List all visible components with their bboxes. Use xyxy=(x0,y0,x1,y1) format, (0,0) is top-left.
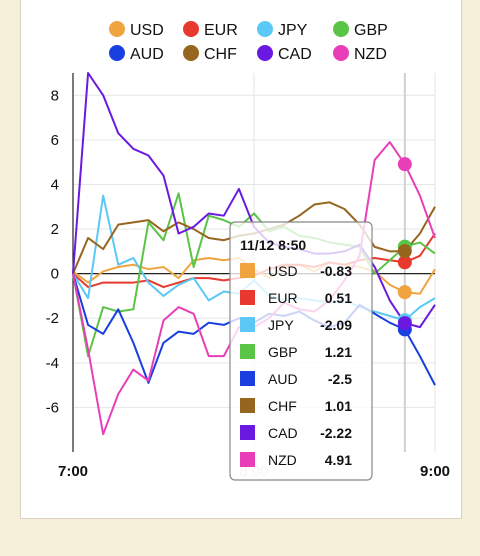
tooltip-label-nzd: NZD xyxy=(268,452,297,468)
legend-swatch-aud[interactable] xyxy=(109,45,125,61)
series-line-gbp xyxy=(72,192,436,358)
legend-label-jpy[interactable]: JPY xyxy=(278,22,308,39)
legend-swatch-jpy[interactable] xyxy=(257,21,273,37)
tooltip-swatch-cad xyxy=(240,425,255,440)
tooltip-value-nzd: 4.91 xyxy=(325,452,352,468)
currency-strength-chart[interactable]: USDEURJPYGBPAUDCHFCADNZD-6-4-2024687:008… xyxy=(21,0,461,518)
tooltip-label-jpy: JPY xyxy=(268,317,294,333)
tooltip-value-cad: -2.22 xyxy=(320,425,352,441)
chart-card: USDEURJPYGBPAUDCHFCADNZD-6-4-2024687:008… xyxy=(20,0,462,519)
legend-swatch-eur[interactable] xyxy=(183,21,199,37)
tooltip-label-eur: EUR xyxy=(268,290,298,306)
y-tick-label: -2 xyxy=(46,310,59,327)
legend-label-nzd[interactable]: NZD xyxy=(354,46,387,63)
y-tick-label: 4 xyxy=(51,176,59,193)
y-tick-label: 2 xyxy=(51,221,59,238)
tooltip-swatch-chf xyxy=(240,398,255,413)
legend-swatch-gbp[interactable] xyxy=(333,21,349,37)
highlight-marker-cad[interactable] xyxy=(397,316,412,331)
legend-label-chf[interactable]: CHF xyxy=(204,46,237,63)
tooltip-label-usd: USD xyxy=(268,263,298,279)
x-tick-label: 9:00 xyxy=(420,463,450,480)
legend-label-eur[interactable]: EUR xyxy=(204,22,238,39)
tooltip-value-gbp: 1.21 xyxy=(325,344,352,360)
tooltip-value-eur: 0.51 xyxy=(325,290,352,306)
tooltip-value-chf: 1.01 xyxy=(325,398,352,414)
highlight-marker-eur[interactable] xyxy=(397,255,412,270)
tooltip-swatch-aud xyxy=(240,371,255,386)
legend-swatch-chf[interactable] xyxy=(183,45,199,61)
legend-swatch-usd[interactable] xyxy=(109,21,125,37)
highlight-marker-chf[interactable] xyxy=(397,244,412,259)
tooltip-swatch-gbp xyxy=(240,344,255,359)
legend-label-gbp[interactable]: GBP xyxy=(354,22,388,39)
legend-swatch-nzd[interactable] xyxy=(333,45,349,61)
y-tick-label: -6 xyxy=(46,399,59,416)
tooltip-value-aud: -2.5 xyxy=(328,371,352,387)
tooltip-label-gbp: GBP xyxy=(268,344,298,360)
tooltip-swatch-usd xyxy=(240,263,255,278)
tooltip-swatch-jpy xyxy=(240,317,255,332)
legend-label-aud[interactable]: AUD xyxy=(130,46,164,63)
legend-label-usd[interactable]: USD xyxy=(130,22,164,39)
tooltip-value-jpy: -2.09 xyxy=(320,317,352,333)
tooltip-label-aud: AUD xyxy=(268,371,298,387)
tooltip-label-cad: CAD xyxy=(268,425,298,441)
tooltip-label-chf: CHF xyxy=(268,398,297,414)
y-tick-label: 0 xyxy=(51,266,59,283)
y-tick-label: 6 xyxy=(51,132,59,149)
tooltip-value-usd: -0.83 xyxy=(320,263,352,279)
legend-swatch-cad[interactable] xyxy=(257,45,273,61)
tooltip-swatch-eur xyxy=(240,290,255,305)
y-tick-label: 8 xyxy=(51,87,59,104)
x-tick-label: 7:00 xyxy=(58,463,88,480)
legend-label-cad[interactable]: CAD xyxy=(278,46,312,63)
highlight-marker-usd[interactable] xyxy=(397,285,412,300)
y-tick-label: -4 xyxy=(46,355,59,372)
highlight-marker-nzd[interactable] xyxy=(397,157,412,172)
tooltip: 11/12 8:50 USD -0.83 EUR 0.51 JPY -2.09 GBP 1.21… xyxy=(229,221,373,481)
tooltip-swatch-nzd xyxy=(240,452,255,467)
tooltip-title: 11/12 8:50 xyxy=(240,237,306,253)
tooltip-box xyxy=(229,221,373,481)
